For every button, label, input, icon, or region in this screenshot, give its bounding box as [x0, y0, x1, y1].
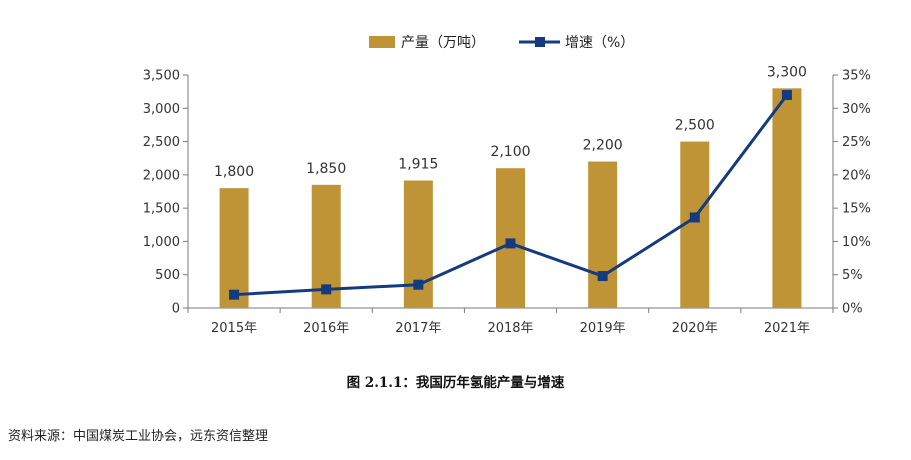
x-axis-tick-label: 2019年	[580, 321, 626, 336]
left-axis-tick-label: 3,000	[143, 102, 180, 117]
line-marker	[597, 271, 608, 282]
bar-data-label: 1,800	[214, 164, 254, 180]
bar	[772, 88, 802, 308]
x-axis-tick-label: 2016年	[303, 321, 349, 336]
line-marker	[413, 279, 424, 290]
line-marker	[321, 284, 332, 295]
line-series	[229, 89, 792, 300]
line-marker	[229, 289, 240, 300]
left-axis-tick-label: 1,500	[143, 202, 180, 217]
bar-value-labels: 1,800 1,850 1,915 2,100 2,200 2,500 3,300	[214, 64, 807, 180]
right-axis-tick-label: 10%	[842, 235, 871, 250]
right-axis-tick-label: 5%	[842, 268, 863, 283]
x-axis-tick-label: 2018年	[487, 321, 533, 336]
bar-data-label: 2,500	[675, 118, 715, 134]
line-marker	[689, 212, 700, 223]
x-axis-tick-label: 2015年	[211, 321, 257, 336]
left-axis-tick-label: 3,500	[143, 69, 180, 84]
legend-bar-swatch	[369, 36, 395, 48]
bar-data-label: 3,300	[767, 64, 807, 80]
figure-caption: 图 2.1.1：我国历年氢能产量与增速	[346, 375, 565, 391]
right-axis-tick-label: 15%	[842, 202, 871, 217]
legend-line-label: 增速（%）	[565, 35, 634, 51]
bar	[588, 161, 618, 308]
legend-line-marker	[535, 37, 545, 47]
bar-data-label: 2,200	[583, 138, 623, 154]
left-axis-tick-label: 2,000	[143, 168, 180, 183]
right-axis-tick-label: 35%	[842, 69, 871, 84]
right-axis-tick-label: 30%	[842, 102, 871, 117]
bar-data-label: 1,915	[398, 157, 438, 173]
bar-series	[219, 88, 802, 308]
line-marker	[505, 238, 516, 249]
chart-legend: 产量（万吨） 增速（%）	[369, 35, 634, 51]
left-axis-tick-label: 1,000	[143, 235, 180, 250]
right-axis-tick-label: 0%	[842, 302, 863, 317]
legend-bar-label: 产量（万吨）	[401, 35, 485, 51]
x-axis-tick-label: 2020年	[672, 321, 718, 336]
left-axis-tick-label: 0	[172, 302, 180, 317]
x-axis-tick-label: 2017年	[395, 321, 441, 336]
x-axis-tick-label: 2021年	[764, 321, 810, 336]
left-axis-tick-label: 500	[155, 268, 180, 283]
bar-data-label: 2,100	[490, 144, 530, 160]
left-axis-tick-label: 2,500	[143, 135, 180, 150]
line-marker	[781, 89, 792, 100]
bar-data-label: 1,850	[306, 161, 346, 177]
bar	[496, 168, 525, 308]
source-note: 资料来源：中国煤炭工业协会，远东资信整理	[8, 429, 269, 444]
right-axis-tick-label: 20%	[842, 168, 871, 183]
bar	[219, 188, 249, 308]
right-axis-tick-label: 25%	[842, 135, 871, 150]
